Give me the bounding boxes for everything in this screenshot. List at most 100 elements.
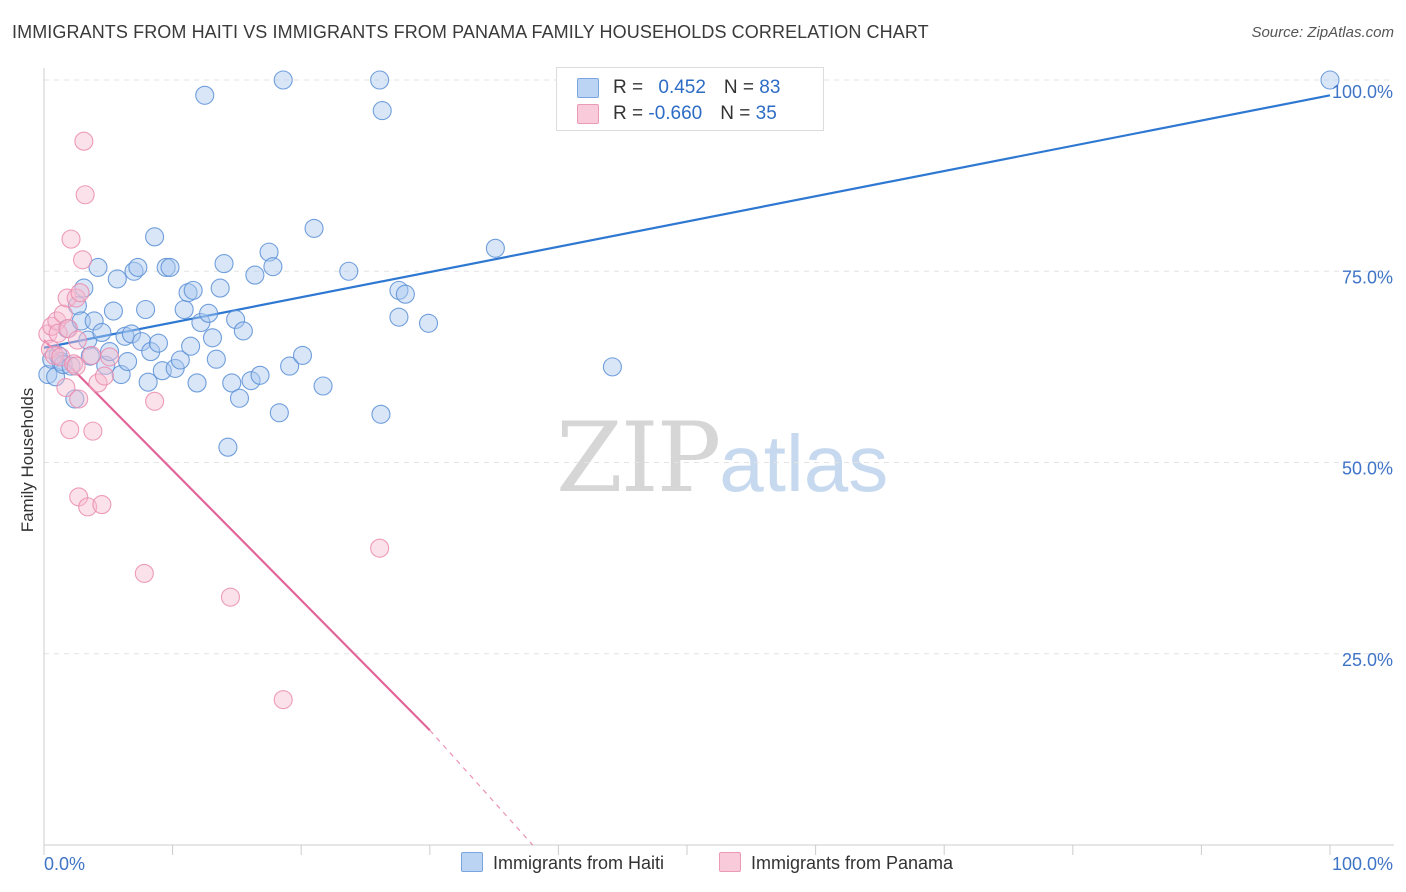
legend-haiti-n-value: 83: [759, 77, 781, 98]
point-haiti: [145, 227, 165, 247]
x-tick-label-max: 100.0%: [1332, 854, 1393, 874]
point-haiti: [339, 261, 359, 281]
legend-panama-n-value: 35: [755, 103, 777, 124]
point-haiti: [372, 101, 392, 121]
point-haiti: [136, 299, 156, 320]
point-panama: [82, 345, 102, 365]
point-haiti: [395, 284, 415, 304]
point-haiti: [418, 313, 439, 333]
point-panama: [70, 283, 90, 303]
point-haiti: [80, 346, 100, 366]
point-panama: [61, 229, 81, 249]
bottom-legend-swatch-haiti: [461, 852, 483, 872]
point-panama: [83, 421, 103, 441]
point-panama: [75, 185, 95, 205]
point-haiti: [183, 280, 203, 300]
point-panama: [66, 288, 86, 308]
source-label: Source: ZipAtlas.com: [1251, 24, 1394, 41]
point-haiti: [121, 324, 141, 344]
point-haiti: [178, 283, 198, 303]
point-haiti: [263, 257, 283, 277]
point-panama: [44, 345, 64, 365]
point-haiti: [124, 261, 144, 281]
y-axis-label-wrap: Family Households: [16, 300, 40, 620]
point-haiti: [313, 376, 333, 396]
point-haiti: [199, 303, 219, 323]
zipatlas-watermark: ZIPatlas: [556, 402, 888, 514]
point-haiti: [170, 350, 190, 370]
bottom-legend-panama-label: Immigrants from Panama: [751, 853, 954, 873]
chart-title: IMMIGRANTS FROM HAITI VS IMMIGRANTS FROM…: [12, 22, 929, 42]
point-haiti: [118, 351, 138, 372]
point-panama: [73, 250, 93, 270]
watermark-zip: ZIP: [556, 402, 721, 514]
point-haiti: [245, 265, 265, 285]
point-haiti: [100, 342, 120, 362]
watermark-atlas: atlas: [719, 419, 889, 508]
point-haiti: [174, 299, 194, 320]
point-haiti: [107, 269, 127, 289]
point-haiti: [84, 311, 104, 331]
point-haiti: [214, 254, 234, 274]
y-tick-label-50: 50.0%: [1342, 459, 1393, 479]
legend-panama-r-label: R =: [613, 103, 649, 124]
point-haiti: [218, 437, 238, 457]
y-axis-label: Family Households: [18, 387, 37, 533]
legend-panama-n-label: N =: [720, 103, 756, 124]
stats-legend: R = 0.452 N = 83 R = -0.660 N = 35: [556, 67, 824, 131]
point-haiti: [280, 356, 300, 376]
point-haiti: [304, 218, 324, 238]
point-haiti: [222, 373, 242, 393]
point-haiti: [273, 70, 293, 90]
point-haiti: [202, 328, 223, 348]
point-haiti: [370, 70, 390, 90]
bottom-legend-haiti-label: Immigrants from Haiti: [493, 853, 665, 873]
legend-haiti-r-value: 0.452: [658, 77, 706, 98]
point-panama: [134, 563, 154, 583]
point-haiti: [241, 371, 261, 391]
trend-layer: [43, 94, 1331, 846]
point-haiti: [88, 257, 108, 277]
legend-swatch-panama: [577, 104, 599, 124]
axis-layer: [43, 68, 1394, 855]
point-haiti: [92, 322, 112, 343]
trendline-haiti: [43, 94, 1331, 349]
point-panama: [48, 323, 68, 343]
point-panama: [145, 391, 165, 411]
point-haiti: [269, 403, 289, 423]
legend-panama-r-value: -0.660: [648, 103, 703, 124]
point-haiti: [210, 278, 230, 298]
point-panama: [100, 347, 120, 367]
point-haiti: [259, 242, 279, 262]
point-panama: [56, 377, 76, 398]
legend-haiti-n-label: N =: [723, 77, 760, 98]
point-panama: [67, 330, 87, 350]
point-haiti: [250, 365, 270, 385]
x-tick-label-min: 0.0%: [44, 854, 85, 874]
y-tick-label-25: 25.0%: [1342, 650, 1393, 670]
point-panama: [92, 495, 112, 515]
point-haiti: [187, 373, 207, 393]
point-panama: [370, 538, 390, 558]
point-panama: [60, 420, 80, 440]
y-tick-label-75: 75.0%: [1342, 267, 1393, 287]
point-haiti: [233, 321, 253, 341]
point-haiti: [485, 238, 505, 258]
y-tick-label-100: 100.0%: [1332, 82, 1393, 102]
bottom-legend-panama: Immigrants from Panama: [719, 852, 953, 874]
point-haiti: [389, 307, 409, 327]
point-panama: [94, 366, 114, 386]
point-haiti: [160, 257, 180, 277]
point-panama: [53, 304, 73, 324]
trendline-panama: [43, 339, 431, 732]
trendline-panama-extension: [429, 729, 534, 846]
point-haiti: [226, 309, 246, 329]
point-panama: [66, 356, 86, 376]
point-panama: [64, 354, 84, 374]
tick-label-layer: 25.0% 50.0% 75.0% 100.0% 0.0% 100.0%: [44, 82, 1393, 874]
point-panama: [273, 690, 293, 710]
point-haiti: [292, 345, 313, 365]
points-layer: [38, 70, 1340, 710]
point-haiti: [602, 357, 622, 377]
